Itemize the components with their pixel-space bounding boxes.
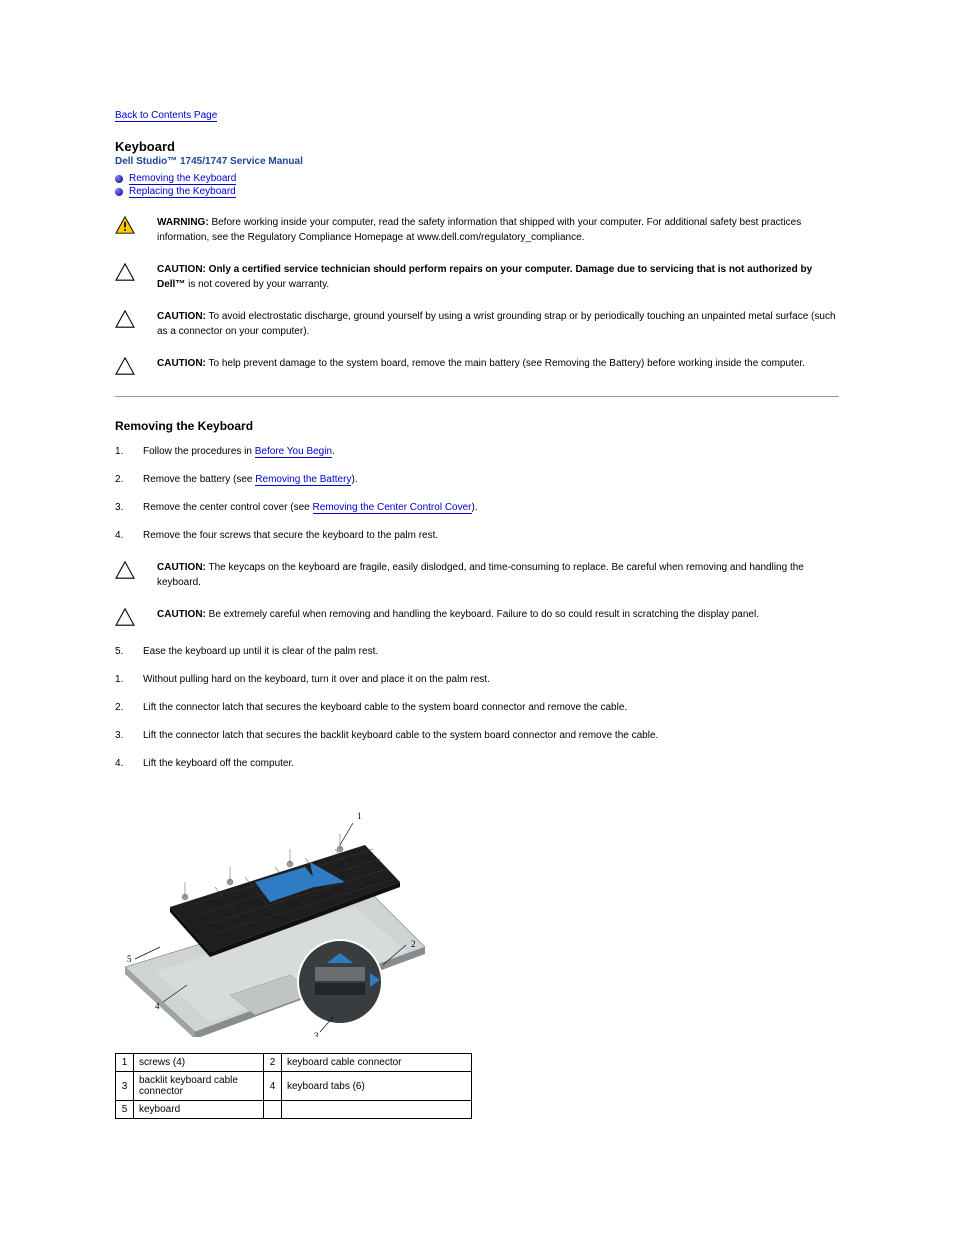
svg-text:4: 4 [155, 1001, 160, 1011]
cell: keyboard tabs (6) [282, 1072, 472, 1101]
caution-icon [115, 263, 137, 284]
toc-item[interactable]: Removing the Keyboard [115, 173, 839, 185]
step-item: Remove the battery (see Removing the Bat… [115, 473, 839, 487]
caution-icon [115, 357, 137, 378]
warning-icon [115, 216, 137, 237]
caution-notice: CAUTION: To avoid electrostatic discharg… [115, 310, 839, 339]
cell: backlit keyboard cable connector [134, 1072, 264, 1101]
notice-label: CAUTION: [157, 562, 206, 573]
heading-removing-keyboard: Removing the Keyboard [115, 419, 839, 433]
cell [264, 1101, 282, 1119]
step-item: Without pulling hard on the keyboard, tu… [115, 673, 839, 687]
toc-item[interactable]: Replacing the Keyboard [115, 186, 839, 198]
step-item: Lift the connector latch that secures th… [115, 701, 839, 715]
warning-notice: WARNING: Before working inside your comp… [115, 216, 839, 245]
keyboard-figure: 1 2 3 4 5 [115, 787, 839, 1037]
step-item: Ease the keyboard up until it is clear o… [115, 645, 839, 659]
notice-text: CAUTION: To avoid electrostatic discharg… [137, 310, 839, 339]
step-item: Lift the keyboard off the computer. [115, 757, 839, 771]
step-item: Follow the procedures in Before You Begi… [115, 445, 839, 459]
table-row: 1 screws (4) 2 keyboard cable connector [116, 1054, 472, 1072]
notice-text: CAUTION: Only a certified service techni… [137, 263, 839, 292]
toc-link[interactable]: Removing the Keyboard [129, 173, 236, 185]
page-title: Keyboard [115, 139, 839, 154]
notice-text: CAUTION: The keycaps on the keyboard are… [137, 561, 839, 590]
svg-text:2: 2 [411, 939, 416, 949]
cell: screws (4) [134, 1054, 264, 1072]
notice-text: WARNING: Before working inside your comp… [137, 216, 839, 245]
step-item: Remove the center control cover (see Rem… [115, 501, 839, 515]
cell: keyboard cable connector [282, 1054, 472, 1072]
cell: 4 [264, 1072, 282, 1101]
notice-label: CAUTION: [157, 264, 206, 275]
step-item: Lift the connector latch that secures th… [115, 729, 839, 743]
notice-text: CAUTION: To help prevent damage to the s… [137, 357, 805, 372]
manual-title: Dell Studio™ 1745/1747 Service Manual [115, 156, 839, 167]
svg-text:1: 1 [357, 811, 362, 821]
cell: 5 [116, 1101, 134, 1119]
inline-link[interactable]: Removing the Battery [255, 474, 351, 486]
divider [115, 396, 839, 397]
inline-link[interactable]: Before You Begin [255, 446, 332, 458]
inline-link[interactable]: Removing the Center Control Cover [313, 502, 472, 514]
step-list: Follow the procedures in Before You Begi… [115, 445, 839, 543]
caution-icon [115, 310, 137, 331]
notice-label: CAUTION: [157, 609, 206, 620]
notice-label: CAUTION: [157, 358, 206, 369]
caution-notice: CAUTION: Be extremely careful when remov… [115, 608, 839, 629]
cell: keyboard [134, 1101, 264, 1119]
parts-table: 1 screws (4) 2 keyboard cable connector … [115, 1053, 472, 1119]
notice-label: WARNING: [157, 217, 209, 228]
table-row: 5 keyboard [116, 1101, 472, 1119]
caution-icon [115, 561, 137, 582]
toc-link[interactable]: Replacing the Keyboard [129, 186, 236, 198]
caution-icon [115, 608, 137, 629]
table-row: 3 backlit keyboard cable connector 4 key… [116, 1072, 472, 1101]
svg-text:3: 3 [314, 1031, 319, 1037]
bullet-icon [115, 188, 123, 196]
caution-notice: CAUTION: The keycaps on the keyboard are… [115, 561, 839, 590]
toc-list: Removing the Keyboard Replacing the Keyb… [115, 173, 839, 198]
notice-text: CAUTION: Be extremely careful when remov… [137, 608, 759, 623]
back-to-contents[interactable]: Back to Contents Page [115, 110, 839, 121]
cell: 2 [264, 1054, 282, 1072]
step-list-2: Ease the keyboard up until it is clear o… [115, 645, 839, 771]
caution-notice: CAUTION: Only a certified service techni… [115, 263, 839, 292]
back-to-contents-link[interactable]: Back to Contents Page [115, 110, 217, 122]
cell [282, 1101, 472, 1119]
svg-text:5: 5 [127, 954, 132, 964]
step-item: Remove the four screws that secure the k… [115, 529, 839, 543]
cell: 1 [116, 1054, 134, 1072]
bullet-icon [115, 175, 123, 183]
cell: 3 [116, 1072, 134, 1101]
caution-notice: CAUTION: To help prevent damage to the s… [115, 357, 839, 378]
inline-link[interactable]: Removing the Battery [545, 358, 641, 369]
notice-label: CAUTION: [157, 311, 206, 322]
